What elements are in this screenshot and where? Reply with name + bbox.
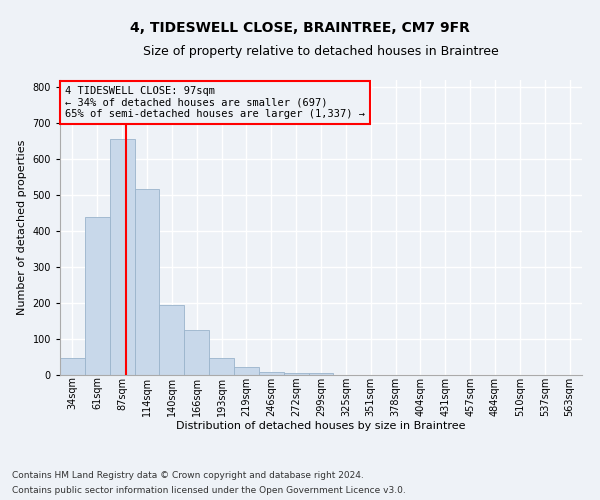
Bar <box>85 218 110 375</box>
Text: 4, TIDESWELL CLOSE, BRAINTREE, CM7 9FR: 4, TIDESWELL CLOSE, BRAINTREE, CM7 9FR <box>130 21 470 35</box>
Bar <box>284 373 308 375</box>
Text: 4 TIDESWELL CLOSE: 97sqm
← 34% of detached houses are smaller (697)
65% of semi-: 4 TIDESWELL CLOSE: 97sqm ← 34% of detach… <box>65 86 365 119</box>
Bar <box>160 305 184 375</box>
Text: Contains HM Land Registry data © Crown copyright and database right 2024.: Contains HM Land Registry data © Crown c… <box>12 471 364 480</box>
Text: Contains public sector information licensed under the Open Government Licence v3: Contains public sector information licen… <box>12 486 406 495</box>
Bar <box>234 367 259 375</box>
X-axis label: Distribution of detached houses by size in Braintree: Distribution of detached houses by size … <box>176 422 466 432</box>
Bar <box>308 373 334 375</box>
Bar <box>259 372 284 375</box>
Bar <box>60 358 85 375</box>
Bar <box>134 190 160 375</box>
Title: Size of property relative to detached houses in Braintree: Size of property relative to detached ho… <box>143 45 499 58</box>
Bar <box>110 138 134 375</box>
Bar <box>184 330 209 375</box>
Bar <box>209 358 234 375</box>
Y-axis label: Number of detached properties: Number of detached properties <box>17 140 27 315</box>
